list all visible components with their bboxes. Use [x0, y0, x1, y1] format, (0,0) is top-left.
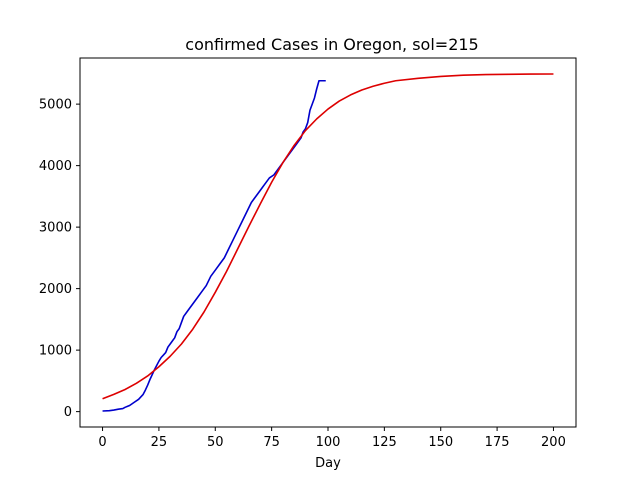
x-tick-label-50: 50 [207, 435, 224, 450]
x-tick-label-175: 175 [485, 435, 510, 450]
x-tick-label-100: 100 [316, 435, 341, 450]
chart-title: confirmed Cases in Oregon, sol=215 [185, 35, 478, 54]
x-tick-label-200: 200 [541, 435, 566, 450]
x-tick-label-25: 25 [151, 435, 168, 450]
x-tick-label-75: 75 [263, 435, 280, 450]
x-axis-label: Day [315, 456, 341, 471]
y-tick-label-5000: 5000 [39, 98, 72, 113]
y-tick-label-3000: 3000 [39, 221, 72, 236]
y-tick-label-0: 0 [64, 405, 72, 420]
x-tick-label-0: 0 [98, 435, 106, 450]
y-tick-label-2000: 2000 [39, 282, 72, 297]
x-tick-label-150: 150 [428, 435, 453, 450]
series-line-1 [102, 73, 554, 400]
series-line-0 [102, 79, 326, 412]
x-tick-label-125: 125 [372, 435, 397, 450]
y-tick-label-1000: 1000 [39, 344, 72, 359]
y-tick-label-4000: 4000 [39, 159, 72, 174]
